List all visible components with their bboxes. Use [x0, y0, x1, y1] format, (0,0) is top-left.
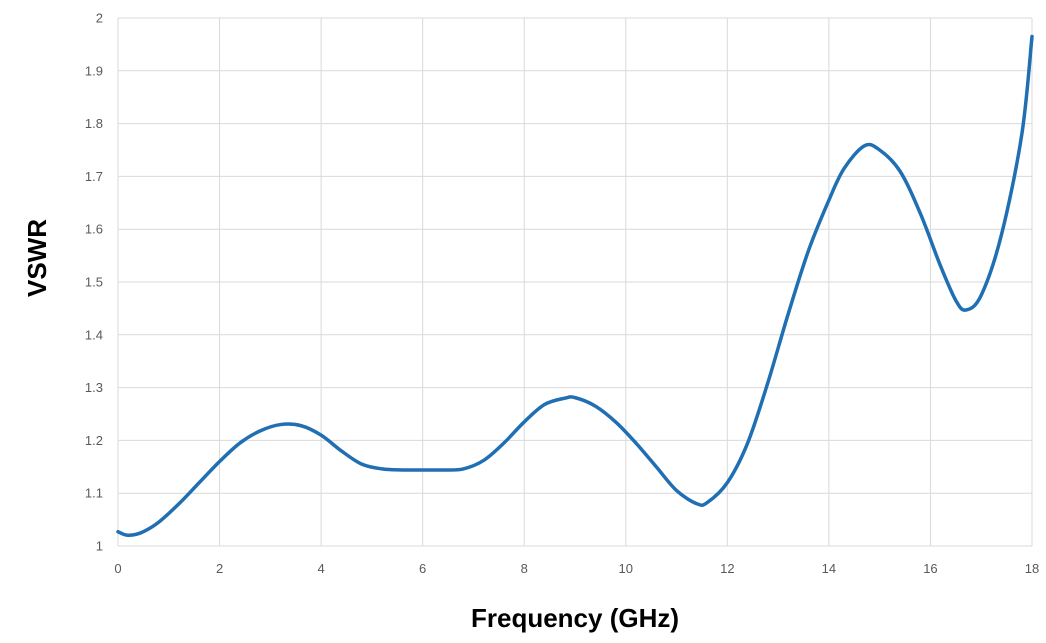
- x-tick-label: 10: [619, 561, 633, 576]
- x-tick-label: 18: [1025, 561, 1039, 576]
- y-tick-label: 1.8: [85, 116, 103, 131]
- x-tick-label: 8: [521, 561, 528, 576]
- tick-labels: 0 2 4 6 8 10 12 14 16 18 1 1.1 1.2 1.3 1.4 1.5 1.6 1.7 1.8…: [85, 11, 1039, 577]
- grid-layer: [117, 17, 1033, 547]
- y-tick-label: 1.7: [85, 169, 103, 184]
- y-tick-label: 1.1: [85, 486, 103, 501]
- x-tick-label: 0: [114, 561, 121, 576]
- x-tick-label: 6: [419, 561, 426, 576]
- y-tick-label: 1.9: [85, 63, 103, 78]
- x-tick-label: 4: [317, 561, 324, 576]
- x-axis-title: Frequency (GHz): [471, 603, 679, 633]
- y-tick-label: 2: [96, 11, 103, 26]
- x-tick-label: 14: [822, 561, 836, 576]
- y-tick-label: 1.5: [85, 275, 103, 290]
- y-tick-label: 1.2: [85, 433, 103, 448]
- vswr-series-line: [116, 34, 1034, 538]
- y-tick-label: 1: [96, 539, 103, 554]
- y-tick-label: 1.3: [85, 380, 103, 395]
- y-axis-title: VSWR: [22, 219, 52, 297]
- series-layer: [116, 34, 1034, 538]
- y-tick-label: 1.6: [85, 222, 103, 237]
- x-tick-label: 12: [720, 561, 734, 576]
- x-tick-label: 16: [923, 561, 937, 576]
- x-tick-label: 2: [216, 561, 223, 576]
- y-tick-label: 1.4: [85, 327, 103, 342]
